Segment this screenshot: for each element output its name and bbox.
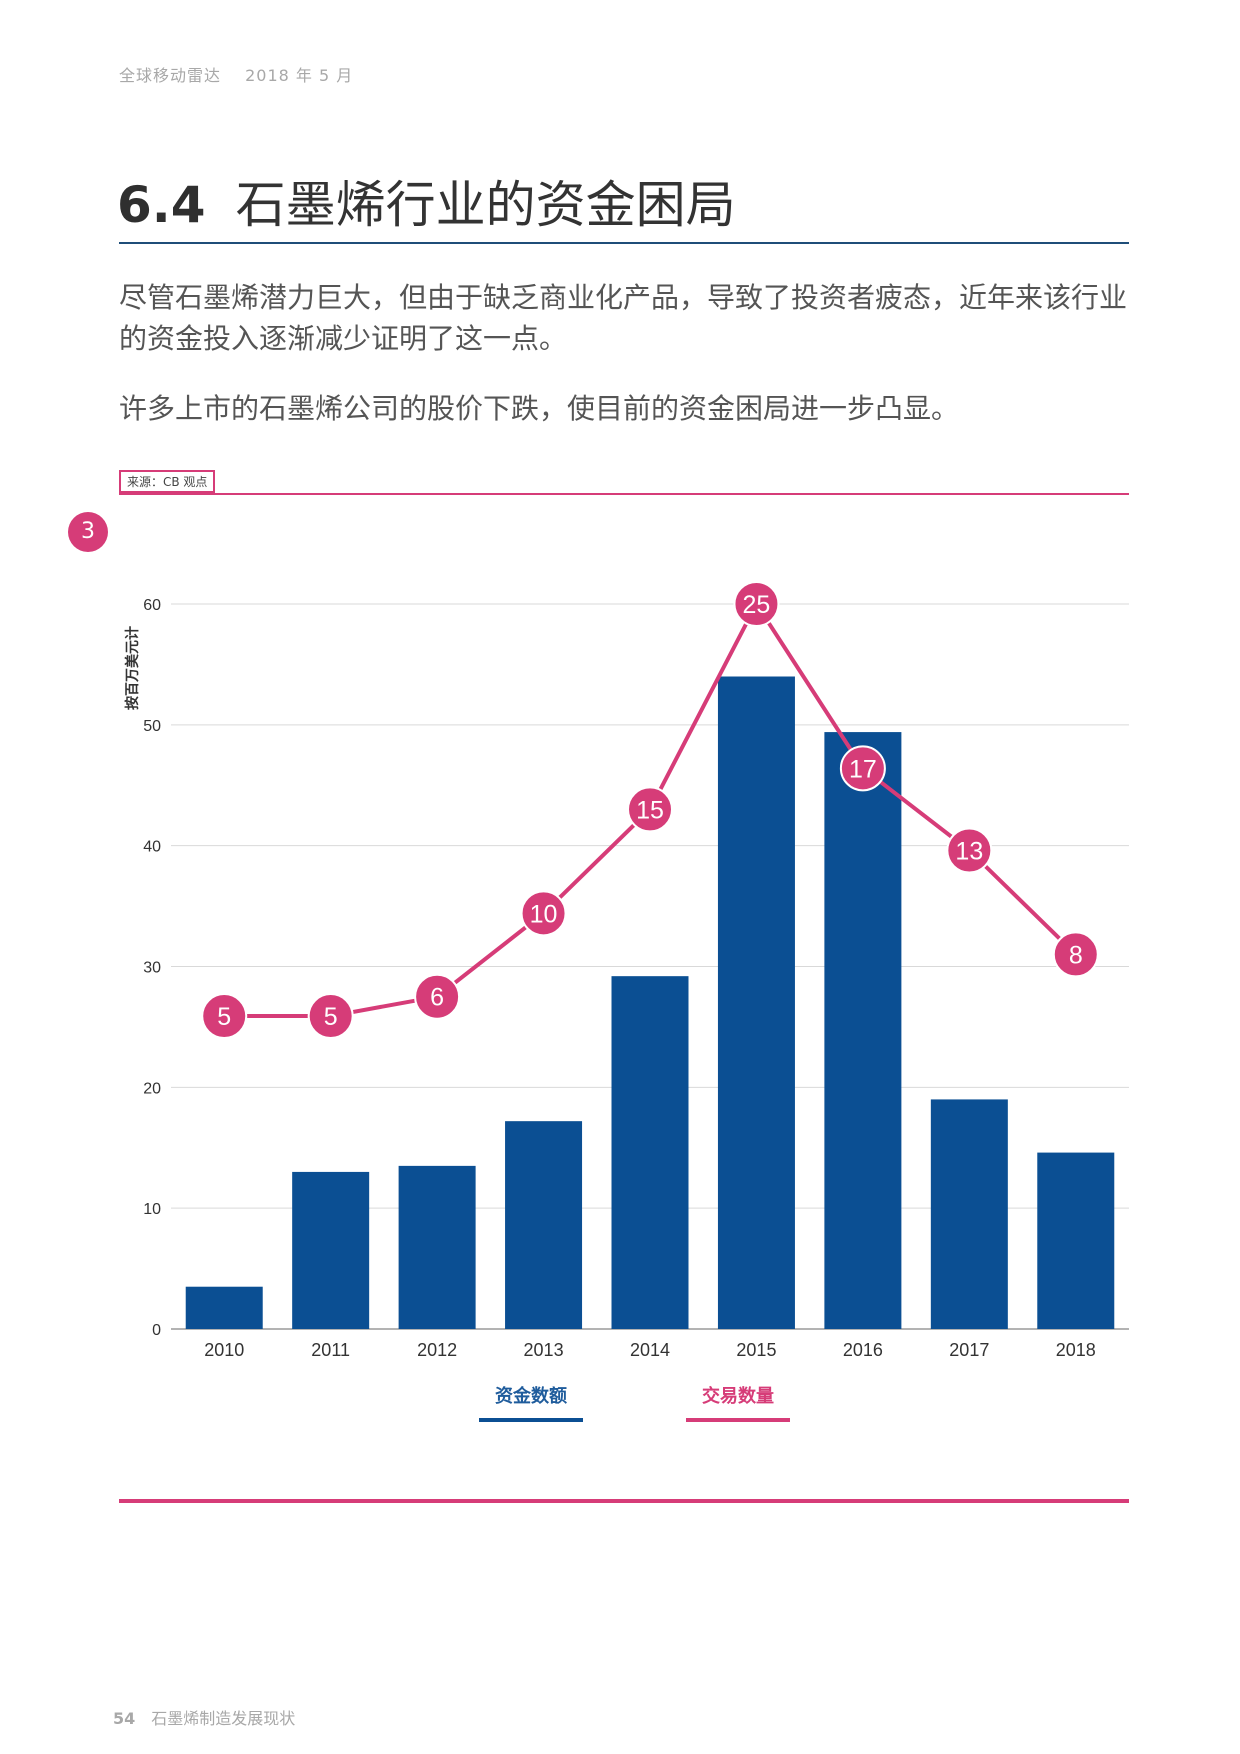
y-tick-label-40: 40 [143,839,161,856]
source-label: 来源：CB 观点 [119,470,216,493]
x-tick-label-2015: 2015 [736,1340,776,1360]
deals-label-2011: 5 [324,1003,338,1031]
y-tick-label-50: 50 [143,718,161,735]
title-divider [119,242,1129,244]
footer-title: 石墨烯制造发展现状 [151,1709,296,1728]
bar-2011 [292,1171,370,1329]
deals-point-2010 [201,993,248,1040]
source-divider [119,493,1129,495]
bar-2012 [398,1165,476,1329]
x-tick-label-2014: 2014 [630,1340,670,1360]
bar-2013 [505,1121,583,1329]
y-tick-label-60: 60 [143,597,161,614]
x-tick-label-2012: 2012 [417,1340,457,1360]
bar-2014 [611,976,689,1329]
paragraph-2: 许多上市的石墨烯公司的股价下跌，使目前的资金困局进一步凸显。 [119,392,960,425]
legend-deals-swatch [686,1418,790,1422]
deals-label-2016: 17 [849,755,877,783]
section-title-text: 石墨烯行业的资金困局 [235,176,736,234]
legend-funds-swatch [479,1418,583,1422]
deals-label-2017: 13 [955,838,983,866]
deals-label-2012: 6 [430,984,444,1012]
publication-name: 全球移动雷达 [119,66,222,85]
y-axis-label: 按百万美元计 [124,626,141,710]
legend-deals: 交易数量 [686,1382,790,1422]
bar-2010 [185,1286,263,1329]
deals-point-2017 [946,827,993,874]
deals-label-2015: 25 [743,591,771,619]
x-tick-label-2016: 2016 [843,1340,883,1360]
deals-point-2011 [307,993,354,1040]
deals-label-2010: 5 [217,1003,231,1031]
deals-label-2013: 10 [530,900,558,928]
y-tick-label-30: 30 [143,960,161,977]
running-header: 全球移动雷达 2018 年 5 月 [119,62,371,86]
y-tick-label-0: 0 [152,1322,161,1339]
legend-deals-label: 交易数量 [702,1386,774,1407]
page-number: 54 [113,1709,136,1728]
page-footer: 54 石墨烯制造发展现状 [113,1705,295,1729]
y-tick-label-10: 10 [143,1201,161,1218]
x-tick-label-2010: 2010 [204,1340,244,1360]
bar-2015 [717,676,795,1329]
x-tick-label-2017: 2017 [949,1340,989,1360]
figure-number-badge: 3 [68,512,108,552]
bar-2017 [930,1099,1008,1329]
bar-2018 [1037,1152,1115,1329]
legend-funds-label: 资金数额 [495,1386,567,1407]
x-tick-label-2013: 2013 [524,1340,564,1360]
deals-label-2014: 15 [636,796,664,824]
deals-label-2018: 8 [1069,941,1083,969]
deals-point-2016 [839,745,886,792]
bar-2016 [824,732,902,1329]
paragraph-1: 尽管石墨烯潜力巨大，但由于缺乏商业化产品，导致了投资者疲态，近年来该行业的资金投… [119,281,1128,355]
x-tick-label-2018: 2018 [1056,1340,1096,1360]
section-number: 6.4 [117,176,206,234]
deals-point-2015 [733,581,780,627]
legend-funds: 资金数额 [479,1382,583,1422]
x-tick-label-2011: 2011 [311,1340,350,1360]
deals-point-2014 [627,786,673,833]
deals-point-2013 [520,890,567,937]
deals-point-2018 [1052,931,1099,978]
y-tick-label-20: 20 [143,1080,161,1097]
bottom-divider [119,1499,1129,1503]
publication-date: 2018 年 5 月 [245,66,354,85]
section-title: 6.4 石墨烯行业的资金困局 [117,165,736,237]
deals-point-2012 [414,973,461,1020]
